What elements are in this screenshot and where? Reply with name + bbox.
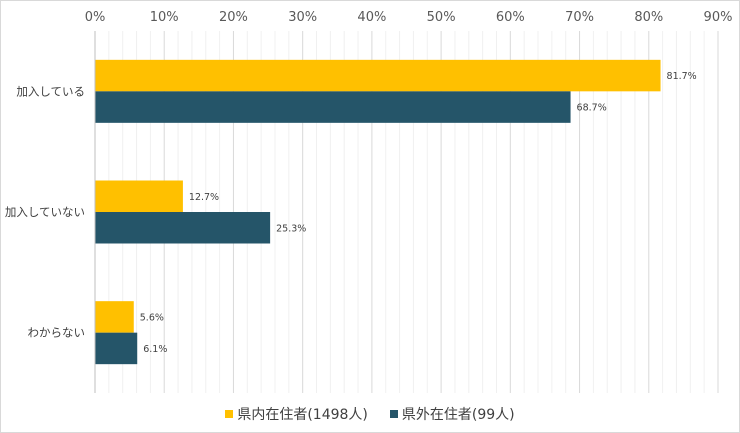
data-label: 6.1% [143,344,167,355]
data-label: 68.7% [577,103,607,114]
bar-out-prefecture [95,332,138,365]
data-labels: 81.7% 68.7% 12.7% 25.3% 5.6% 6.1% [140,71,697,355]
x-tick-label: 30% [288,10,317,25]
x-tick-label: 70% [565,10,594,25]
category-label: 加入していない [5,205,85,219]
bar-in-prefecture [95,301,134,333]
legend-swatch-series-1 [225,410,234,418]
bar-in-prefecture [95,59,661,92]
x-tick-label: 40% [357,10,386,25]
x-axis-ticks: 0% 10% 20% 30% 40% 50% 60% 70% 80% 90% [85,10,733,25]
category-label: わからない [28,326,86,340]
legend-label-series-2: 県外在住者(99人) [401,407,515,423]
x-tick-label: 60% [496,10,525,25]
data-label: 12.7% [189,192,219,203]
legend-item-series-1: 県内在住者(1498人) [225,404,368,424]
x-tick-label: 80% [634,10,663,25]
legend-label-series-1: 県内在住者(1498人) [237,407,368,423]
bar-out-prefecture [95,212,271,244]
bar-in-prefecture [95,180,183,212]
bars [95,59,661,365]
x-tick-label: 20% [219,10,248,25]
data-label: 25.3% [276,223,306,234]
bar-out-prefecture [95,91,571,123]
x-tick-label: 0% [85,10,106,25]
data-label: 5.6% [140,312,164,323]
data-label: 81.7% [667,71,697,82]
x-tick-label: 10% [150,10,179,25]
x-tick-label: 50% [427,10,456,25]
bar-chart: 0% 10% 20% 30% 40% 50% 60% 70% 80% 90% 81.7% 68.7%… [5,10,733,393]
legend-item-series-2: 県外在住者(99人) [389,404,515,424]
x-tick-label: 90% [704,10,733,25]
legend: 県内在住者(1498人) 県外在住者(99人) [1,404,739,424]
category-label: 加入している [16,84,85,98]
legend-swatch-series-2 [389,410,398,418]
